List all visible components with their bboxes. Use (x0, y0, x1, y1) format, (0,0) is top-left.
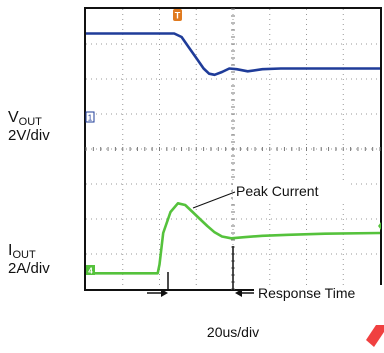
iout-scale: 2A/div (8, 260, 50, 277)
traces (86, 32, 381, 275)
vout-scale: 2V/div (8, 127, 50, 144)
channel-4-marker-icon: 4 (86, 265, 95, 276)
response-right-arrow-head (235, 289, 242, 297)
trigger-marker-label: T (175, 11, 181, 21)
response-time-label: Response Time (258, 285, 355, 301)
series-line-ch4 (86, 202, 381, 275)
response-left-arrow-head (161, 289, 168, 297)
channel-4-right-marker-icon (378, 222, 381, 230)
peak-current-label: Peak Current (236, 183, 319, 199)
vout-label: VOUT (8, 109, 42, 128)
trigger-marker-icon: T (173, 9, 182, 21)
iout-label: IOUT (8, 242, 36, 261)
x-axis-label: 20us/div (207, 324, 259, 340)
channel-4-marker-label: 4 (88, 267, 93, 276)
annotations: Peak Current Response Time (147, 182, 382, 303)
channel-1-marker-label: 1 (88, 114, 93, 123)
peak-current-leader (192, 191, 236, 209)
grid (85, 8, 381, 290)
corner-mark-icon (366, 325, 384, 347)
channel-1-marker-icon: 1 (85, 111, 95, 123)
series-line-ch1 (86, 32, 380, 77)
